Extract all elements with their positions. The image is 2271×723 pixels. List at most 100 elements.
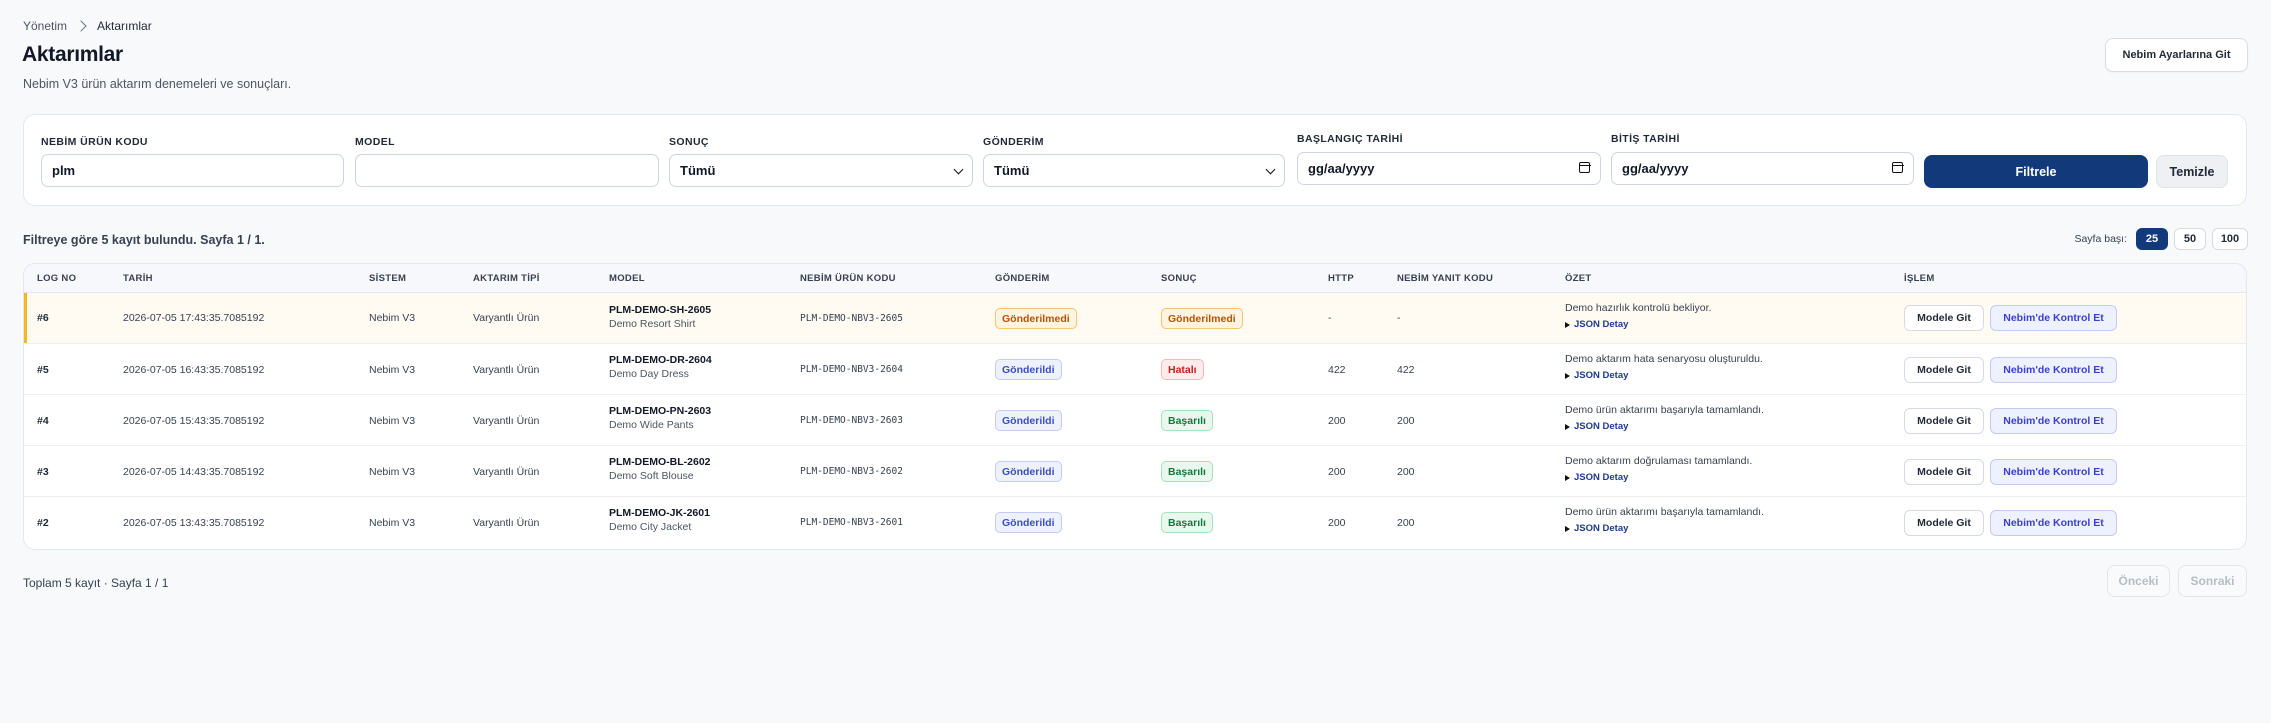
page-size-25[interactable]: 25	[2136, 228, 2168, 250]
go-to-model-button[interactable]: Modele Git	[1904, 510, 1984, 536]
model-code: PLM-DEMO-DR-2604	[609, 354, 712, 366]
sent-badge: Gönderildi	[995, 410, 1062, 431]
nebim-code: PLM-DEMO-NBV3-2602	[800, 466, 903, 477]
nebim-code: PLM-DEMO-NBV3-2605	[800, 313, 903, 324]
log-no: #2	[37, 517, 49, 529]
transfer-type: Varyantlı Ürün	[473, 364, 540, 376]
sent-badge: Gönderildi	[995, 512, 1062, 533]
date: 2026-07-05 16:43:35.7085192	[123, 364, 265, 376]
calendar-icon[interactable]	[1578, 162, 1591, 173]
log-no: #3	[37, 466, 49, 478]
table-row: #6 2026-07-05 17:43:35.7085192 Nebim V3 …	[24, 293, 2246, 344]
page-subtitle: Nebim V3 ürün aktarım denemeleri ve sonu…	[23, 77, 292, 91]
transfer-type: Varyantlı Ürün	[473, 312, 540, 324]
check-in-nebim-button[interactable]: Nebim'de Kontrol Et	[1990, 305, 2117, 331]
system: Nebim V3	[369, 517, 416, 529]
model-cell: PLM-DEMO-SH-2605 Demo Resort Shirt	[609, 304, 711, 330]
go-to-model-button[interactable]: Modele Git	[1904, 459, 1984, 485]
model-name: Demo City Jacket	[609, 521, 692, 533]
col-date: TARİH	[123, 273, 153, 284]
table-header: LOG NO TARİH SİSTEM AKTARIM TİPİ MODEL N…	[24, 264, 2246, 293]
product-code-label: NEBİM ÜRÜN KODU	[41, 136, 148, 148]
check-in-nebim-button[interactable]: Nebim'de Kontrol Et	[1990, 357, 2117, 383]
model-code: PLM-DEMO-JK-2601	[609, 507, 710, 519]
model-code: PLM-DEMO-BL-2602	[609, 456, 711, 468]
breadcrumb-parent[interactable]: Yönetim	[23, 19, 68, 33]
col-result: SONUÇ	[1161, 273, 1197, 284]
end-date-input[interactable]: gg/aa/yyyy	[1611, 152, 1914, 185]
http-status: 200	[1328, 415, 1346, 427]
end-date-label: BİTİŞ TARİHİ	[1611, 133, 1680, 145]
system: Nebim V3	[369, 415, 416, 427]
sent-select[interactable]: Tümü	[983, 154, 1285, 187]
response-code: 200	[1397, 517, 1415, 529]
next-page-button[interactable]: Sonraki	[2178, 565, 2247, 597]
summary-cell: Demo ürün aktarımı başarıyla tamamlandı.…	[1565, 506, 1764, 534]
transfer-type: Varyantlı Ürün	[473, 466, 540, 478]
result-badge: Gönderilmedi	[1161, 308, 1243, 329]
result-badge: Başarılı	[1161, 410, 1213, 431]
col-nebim-code: NEBİM ÜRÜN KODU	[800, 273, 896, 284]
col-response-code: NEBİM YANIT KODU	[1397, 273, 1494, 284]
json-detail-toggle[interactable]: JSON Detay	[1565, 370, 1763, 381]
system: Nebim V3	[369, 466, 416, 478]
response-code: 200	[1397, 466, 1415, 478]
check-in-nebim-button[interactable]: Nebim'de Kontrol Et	[1990, 459, 2117, 485]
col-summary: ÖZET	[1565, 273, 1592, 284]
summary-cell: Demo hazırlık kontrolü bekliyor. JSON De…	[1565, 302, 1711, 330]
result-badge: Hatalı	[1161, 359, 1204, 380]
caret-right-icon	[1565, 372, 1570, 379]
nebim-code: PLM-DEMO-NBV3-2604	[800, 364, 903, 375]
sent-badge: Gönderildi	[995, 359, 1062, 380]
col-log-no: LOG NO	[37, 273, 77, 284]
date: 2026-07-05 15:43:35.7085192	[123, 415, 265, 427]
summary-text: Demo ürün aktarımı başarıyla tamamlandı.	[1565, 404, 1764, 416]
col-system: SİSTEM	[369, 273, 407, 284]
result-label: SONUÇ	[669, 136, 709, 148]
sent-badge: Gönderilmedi	[995, 308, 1077, 329]
table-row: #5 2026-07-05 16:43:35.7085192 Nebim V3 …	[24, 344, 2246, 395]
response-code: -	[1397, 312, 1401, 324]
go-to-model-button[interactable]: Modele Git	[1904, 408, 1984, 434]
page-size-100[interactable]: 100	[2212, 228, 2248, 250]
json-detail-toggle[interactable]: JSON Detay	[1565, 472, 1752, 483]
json-detail-toggle[interactable]: JSON Detay	[1565, 319, 1711, 330]
nebim-code: PLM-DEMO-NBV3-2603	[800, 415, 903, 426]
summary-cell: Demo aktarım hata senaryosu oluşturuldu.…	[1565, 353, 1763, 381]
caret-right-icon	[1565, 321, 1570, 328]
filter-button[interactable]: Filtrele	[1924, 155, 2148, 188]
page-size-selector: Sayfa başı: 25 50 100	[2074, 228, 2248, 250]
summary-text: Demo aktarım hata senaryosu oluşturuldu.	[1565, 353, 1763, 365]
go-to-model-button[interactable]: Modele Git	[1904, 305, 1984, 331]
json-detail-toggle[interactable]: JSON Detay	[1565, 421, 1764, 432]
result-select[interactable]: Tümü	[669, 154, 973, 187]
page-size-50[interactable]: 50	[2174, 228, 2206, 250]
summary-cell: Demo aktarım doğrulaması tamamlandı. JSO…	[1565, 455, 1752, 483]
calendar-icon[interactable]	[1891, 162, 1904, 173]
summary-text: Demo hazırlık kontrolü bekliyor.	[1565, 302, 1712, 314]
chevron-down-icon	[1265, 164, 1276, 175]
system: Nebim V3	[369, 364, 416, 376]
nebim-settings-button[interactable]: Nebim Ayarlarına Git	[2105, 38, 2248, 72]
check-in-nebim-button[interactable]: Nebim'de Kontrol Et	[1990, 408, 2117, 434]
page-title: Aktarımlar	[22, 43, 123, 66]
log-no: #6	[37, 312, 49, 324]
check-in-nebim-button[interactable]: Nebim'de Kontrol Et	[1990, 510, 2117, 536]
log-no: #5	[37, 364, 49, 376]
transfers-table: LOG NO TARİH SİSTEM AKTARIM TİPİ MODEL N…	[23, 263, 2247, 550]
system: Nebim V3	[369, 312, 416, 324]
caret-right-icon	[1565, 474, 1570, 481]
model-cell: PLM-DEMO-PN-2603 Demo Wide Pants	[609, 405, 711, 431]
log-no: #4	[37, 415, 49, 427]
model-cell: PLM-DEMO-JK-2601 Demo City Jacket	[609, 507, 710, 533]
product-code-input[interactable]: plm	[41, 154, 344, 187]
caret-right-icon	[1565, 525, 1570, 532]
clear-button[interactable]: Temizle	[2156, 155, 2228, 188]
model-input[interactable]	[355, 154, 659, 187]
json-detail-toggle[interactable]: JSON Detay	[1565, 523, 1764, 534]
go-to-model-button[interactable]: Modele Git	[1904, 357, 1984, 383]
start-date-input[interactable]: gg/aa/yyyy	[1297, 152, 1601, 185]
previous-page-button[interactable]: Önceki	[2107, 565, 2170, 597]
col-model: MODEL	[609, 273, 645, 284]
date: 2026-07-05 17:43:35.7085192	[123, 312, 265, 324]
